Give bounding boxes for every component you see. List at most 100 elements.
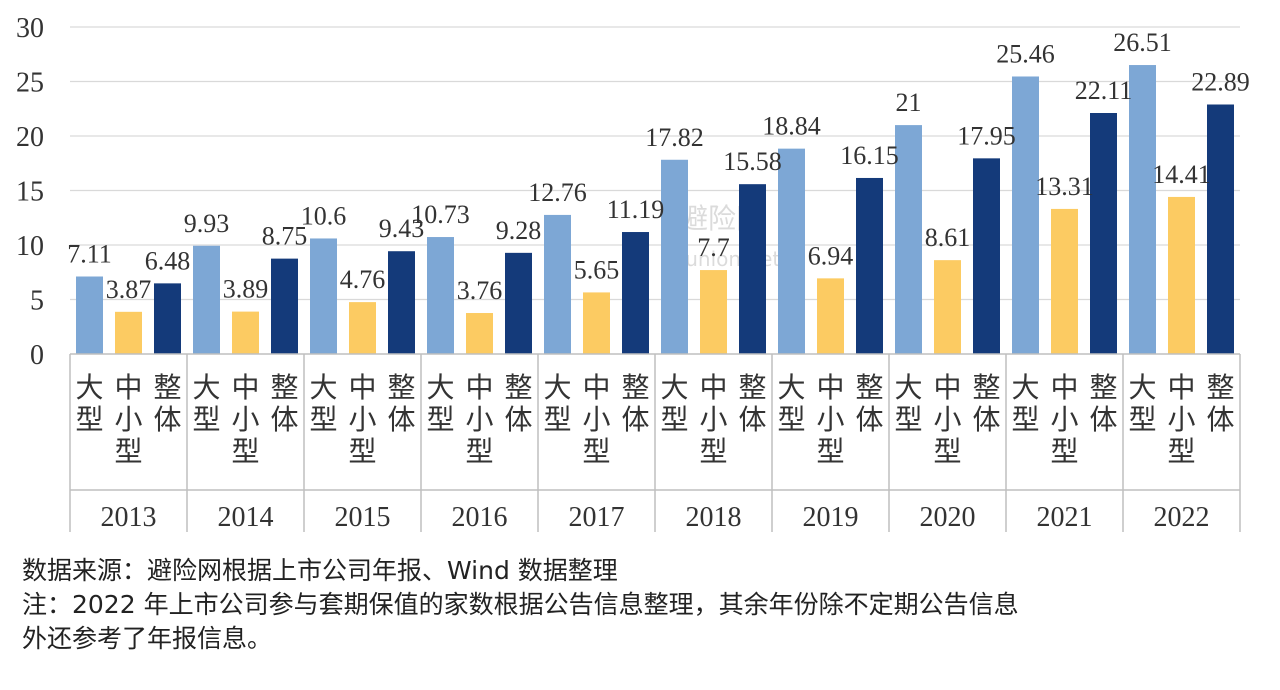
data-label: 9.43	[379, 214, 425, 243]
sub-category-label: 中小型	[1167, 372, 1195, 468]
data-label: 22.11	[1075, 76, 1133, 105]
footnote-line-2: 外还参考了年报信息。	[22, 624, 273, 653]
sub-category-label: 大型	[426, 372, 454, 436]
bar	[76, 276, 103, 354]
sub-category-label: 大型	[75, 372, 103, 436]
y-tick-label: 25	[16, 68, 44, 99]
bar	[778, 148, 805, 354]
y-tick-label: 5	[30, 286, 44, 317]
sub-category-label: 大型	[309, 372, 337, 436]
sub-category-label: 中小型	[699, 372, 727, 468]
data-label: 18.84	[762, 112, 821, 141]
footnote-line-1: 注：2022 年上市公司参与套期保值的家数根据公告信息整理，其余年份除不定期公告…	[22, 590, 1019, 619]
bar	[427, 237, 454, 354]
bar	[232, 311, 259, 354]
y-tick-label: 10	[16, 231, 44, 262]
sub-category-label: 整体	[972, 372, 1000, 436]
data-label: 6.48	[145, 246, 191, 275]
sub-category-label: 大型	[1011, 372, 1039, 436]
year-label: 2018	[686, 502, 742, 533]
data-label: 3.87	[106, 275, 152, 304]
data-label: 22.89	[1191, 67, 1250, 96]
year-label: 2021	[1037, 502, 1093, 533]
data-labels: 7.11 9.93 10.6 10.73 12.76 17.82 18.84 21 25.46 2…	[67, 28, 1250, 305]
data-label: 25.46	[996, 39, 1055, 68]
data-label: 17.95	[957, 121, 1016, 150]
bar	[1129, 65, 1156, 354]
y-tick-label: 30	[16, 13, 44, 44]
data-label: 6.94	[808, 241, 854, 270]
data-label: 10.6	[301, 201, 347, 230]
sub-category-label: 整体	[153, 372, 181, 436]
data-label: 26.51	[1113, 28, 1172, 57]
year-label: 2017	[569, 502, 625, 533]
sub-category-label: 大型	[660, 372, 688, 436]
sub-category-label: 整体	[387, 372, 415, 436]
data-label: 5.65	[574, 255, 620, 284]
y-axis-ticks: 0 5 10 15 20 25 30	[16, 13, 44, 371]
sub-category-label: 中小型	[582, 372, 610, 468]
y-tick-label: 20	[16, 122, 44, 153]
bar	[505, 252, 532, 354]
bar	[1012, 76, 1039, 355]
data-label: 17.82	[645, 123, 704, 152]
year-label: 2013	[101, 502, 157, 533]
bar	[1051, 208, 1078, 354]
data-label: 11.19	[607, 195, 665, 224]
data-label: 16.15	[840, 141, 899, 170]
year-label: 2020	[920, 502, 976, 533]
bar	[622, 232, 649, 354]
sub-category-label: 整体	[855, 372, 883, 436]
sub-category-label: 大型	[894, 372, 922, 436]
bar	[934, 260, 961, 354]
sub-category-label: 大型	[1128, 372, 1156, 436]
data-label: 14.41	[1152, 160, 1211, 189]
source-note: 数据来源：避险网根据上市公司年报、Wind 数据整理	[22, 556, 618, 585]
bar	[700, 270, 727, 354]
sub-category-label: 整体	[270, 372, 298, 436]
sub-category-label: 大型	[543, 372, 571, 436]
year-label: 2016	[452, 502, 508, 533]
bar	[154, 283, 181, 354]
bar	[1168, 196, 1195, 354]
sub-category-label: 大型	[777, 372, 805, 436]
bars	[76, 65, 1234, 355]
year-label: 2019	[803, 502, 859, 533]
bar	[661, 159, 688, 354]
sub-category-label: 整体	[1206, 372, 1234, 436]
x-axis: 大型中小型整体2013大型中小型整体2014大型中小型整体2015大型中小型整体…	[69, 353, 1241, 533]
bar	[1207, 104, 1234, 355]
bar	[271, 258, 298, 354]
bar	[466, 313, 493, 354]
data-label: 8.61	[925, 223, 971, 252]
sub-category-label: 中小型	[1050, 372, 1078, 468]
data-label: 3.89	[223, 275, 269, 304]
bar	[349, 302, 376, 354]
gridlines	[70, 26, 1240, 301]
data-label: 12.76	[528, 178, 587, 207]
bar	[388, 251, 415, 354]
data-label: 3.76	[457, 276, 503, 305]
sub-category-label: 大型	[192, 372, 220, 436]
bar	[817, 278, 844, 354]
bar	[583, 292, 610, 354]
data-label: 21	[896, 88, 922, 117]
y-tick-label: 15	[16, 177, 44, 208]
year-label: 2015	[335, 502, 391, 533]
year-label: 2014	[218, 502, 274, 533]
sub-category-label: 中小型	[114, 372, 142, 468]
sub-category-label: 中小型	[348, 372, 376, 468]
data-label: 4.76	[340, 265, 386, 294]
sub-category-label: 中小型	[231, 372, 259, 468]
data-label: 7.11	[67, 240, 112, 269]
sub-category-label: 中小型	[465, 372, 493, 468]
sub-category-label: 整体	[1089, 372, 1117, 436]
bar	[739, 184, 766, 354]
data-label: 9.28	[496, 216, 542, 245]
bar	[895, 125, 922, 354]
bar	[544, 214, 571, 354]
data-label: 9.93	[184, 209, 230, 238]
sub-category-label: 中小型	[933, 372, 961, 468]
bar	[973, 158, 1000, 354]
